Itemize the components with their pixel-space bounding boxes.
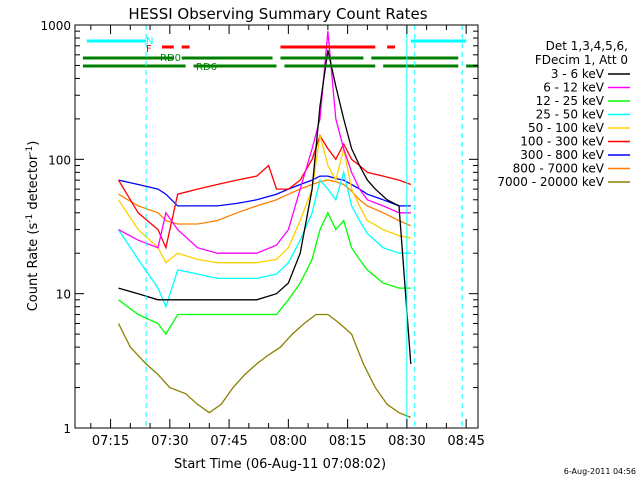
- legend-label: 25 - 50 keV: [536, 108, 605, 122]
- ylabel-mid: detector: [26, 154, 41, 214]
- series-line: [118, 49, 412, 364]
- y-tick-label: 10: [56, 288, 71, 302]
- legend-label: 3 - 6 keV: [551, 67, 605, 81]
- x-axis-label: Start Time (06-Aug-11 07:08:02): [174, 457, 386, 472]
- x-tick-label: 08:45: [447, 434, 484, 449]
- y-axis: 1 10 100 1000: [40, 19, 478, 436]
- legend-header-1: Det 1,3,4,5,6,: [546, 39, 628, 53]
- x-tick-label: 07:45: [210, 434, 247, 449]
- ylabel-main: Count Rate (s: [26, 223, 41, 312]
- flag-bars: [82, 39, 478, 68]
- ylabel-sup1: -1: [25, 214, 35, 223]
- footer-timestamp: 6-Aug-2011 04:56: [564, 467, 636, 476]
- ylabel-end: ): [26, 141, 41, 146]
- x-tick-label: 08:30: [388, 434, 425, 449]
- legend-label: 6 - 12 keV: [543, 81, 605, 95]
- vertical-markers: [145, 25, 463, 428]
- y-axis-label: Count Rate (s-1 detector-1): [25, 141, 41, 312]
- flag-label: F: [146, 44, 152, 55]
- legend-label: 50 - 100 keV: [528, 121, 605, 135]
- flag-label: N: [146, 36, 153, 47]
- flag-labels: NF RD0 RD6: [146, 36, 217, 73]
- chart-title: HESSI Observing Summary Count Rates: [128, 5, 427, 23]
- y-tick-label: 100: [48, 153, 71, 167]
- y-tick-label: 1000: [40, 19, 71, 33]
- series-line: [117, 135, 411, 264]
- plot-frame: [74, 24, 479, 429]
- series-line: [117, 169, 411, 309]
- ylabel-sup2: -1: [25, 146, 35, 155]
- legend-label: 800 - 7000 keV: [513, 162, 605, 176]
- legend-header-2: FDecim 1, Att 0: [535, 53, 628, 67]
- x-tick-label: 07:30: [151, 434, 188, 449]
- series-line: [118, 211, 411, 336]
- legend-label: 300 - 800 keV: [520, 148, 604, 162]
- x-tick-label: 08:15: [329, 434, 366, 449]
- legend-label: 100 - 300 keV: [520, 135, 604, 149]
- flag-label: RD6: [196, 62, 217, 73]
- series-traces: [117, 31, 412, 419]
- series-line: [117, 313, 412, 419]
- y-tick-label: 1: [63, 422, 71, 436]
- legend-label: 12 - 25 keV: [536, 94, 605, 108]
- flag-label: RD0: [160, 53, 181, 64]
- legend-label: 7000 - 20000 keV: [497, 175, 604, 189]
- series-line: [118, 31, 411, 254]
- x-tick-label: 08:00: [270, 434, 307, 449]
- x-tick-label: 07:15: [92, 434, 129, 449]
- x-axis: 07:15 07:30 07:45 08:00 08:15 08:30 08:45: [90, 25, 485, 449]
- legend: Det 1,3,4,5,6, FDecim 1, Att 0 3 - 6 keV…: [497, 39, 630, 189]
- series-line: [118, 175, 411, 207]
